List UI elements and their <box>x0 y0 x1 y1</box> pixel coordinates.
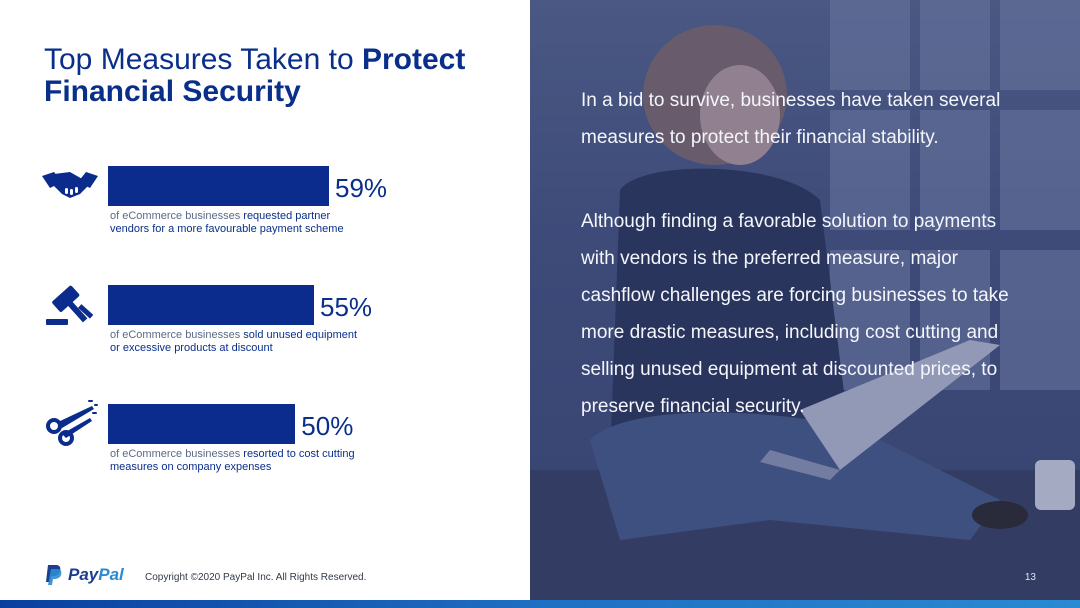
paragraph-1: In a bid to survive, businesses have tak… <box>581 90 1001 148</box>
row-2-description: of eCommerce businesses sold unused equi… <box>110 329 410 355</box>
row-1-highlight-2: vendors for a more favourable payment sc… <box>110 223 344 235</box>
copyright: Copyright ©2020 PayPal Inc. All Rights R… <box>145 572 367 583</box>
row-1-prefix: of eCommerce businesses <box>110 210 244 222</box>
row-2-prefix: of eCommerce businesses <box>110 329 244 341</box>
logo-pal: Pal <box>98 565 124 584</box>
row-3-highlight-2: measures on company expenses <box>110 461 272 473</box>
handshake-icon <box>40 160 100 210</box>
title-normal: Top Measures Taken to <box>44 43 362 76</box>
bar-3 <box>108 404 296 444</box>
value-label-1: 59% <box>335 173 388 203</box>
scissors-icon <box>40 398 100 448</box>
right-panel: In a bid to survive, businesses have tak… <box>530 0 1080 600</box>
row-1-description: of eCommerce businesses requested partne… <box>110 210 410 236</box>
row-1-highlight-1: requested partner <box>243 210 331 222</box>
value-label-3: 50% <box>301 411 354 441</box>
paypal-logo-text: PayPal <box>68 565 124 585</box>
row-3-description: of eCommerce businesses resorted to cost… <box>110 448 410 474</box>
row-3-prefix: of eCommerce businesses <box>110 448 244 460</box>
chart-row-1: 59% of eCommerce businesses requested pa… <box>40 160 510 280</box>
bar-1 <box>108 166 329 206</box>
left-panel: Top Measures Taken to Protect Financial … <box>0 0 530 600</box>
row-2-highlight-2: or excessive products at discount <box>110 342 273 354</box>
chart-row-2: 55% of eCommerce businesses sold unused … <box>40 279 510 399</box>
gavel-icon <box>40 279 100 329</box>
photo-overlay <box>530 0 1080 600</box>
paypal-logo-icon <box>46 565 62 585</box>
bar-2 <box>108 285 315 325</box>
paypal-logo: PayPal <box>44 563 124 587</box>
logo-pay: Pay <box>68 565 99 584</box>
title-bold-2: Financial Security <box>44 75 301 108</box>
page-number: 13 <box>1024 572 1036 583</box>
chart-row-3: 50% of eCommerce businesses resorted to … <box>40 398 510 518</box>
row-3-highlight-1: resorted to cost cutting <box>243 448 355 460</box>
paragraph-2: Although finding a favorable solution to… <box>581 211 1009 417</box>
value-label-2: 55% <box>320 292 373 322</box>
slide-title: Top Measures Taken to Protect Financial … <box>44 44 514 108</box>
bottom-strip <box>0 600 1080 608</box>
title-bold-1: Protect <box>361 43 466 76</box>
woman-with-laptop-photo <box>530 0 1080 600</box>
row-2-highlight-1: sold unused equipment <box>243 329 358 341</box>
